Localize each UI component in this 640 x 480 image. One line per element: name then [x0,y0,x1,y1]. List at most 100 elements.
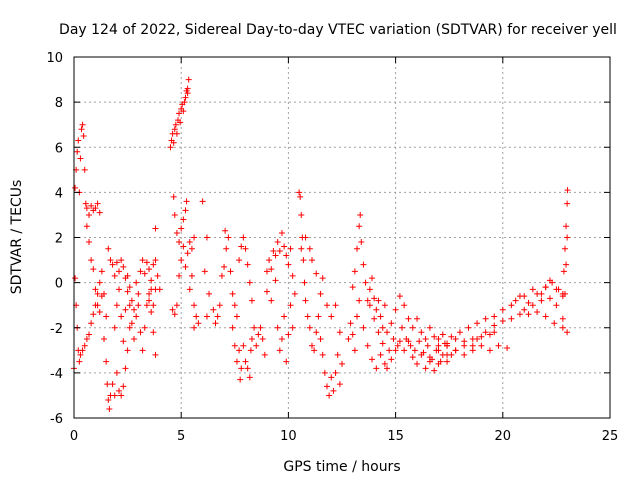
data-point [139,347,146,354]
data-point [96,209,103,216]
data-point [255,331,262,338]
data-point [263,288,270,295]
data-point [373,306,380,313]
data-point [287,245,294,252]
data-point [394,342,401,349]
data-point [317,290,324,297]
data-point [210,306,217,313]
data-point [377,351,384,358]
data-point [188,245,195,252]
data-point [86,331,93,338]
data-point [371,315,378,322]
data-point [184,250,191,257]
data-point [105,245,112,252]
data-point [369,356,376,363]
data-point [182,94,189,101]
data-point [336,329,343,336]
data-point [465,324,472,331]
data-point [287,302,294,309]
data-point [332,302,339,309]
data-point [150,261,157,268]
data-point [272,277,279,284]
data-point [173,302,180,309]
data-point [72,275,79,282]
data-point [373,365,380,372]
data-point [199,198,206,205]
y-tick-label: 8 [55,96,63,111]
data-point [414,315,421,322]
data-point [388,320,395,327]
data-point [478,333,485,340]
data-point [146,297,153,304]
axis-ticks: -6 -4 -2 0 2 4 6 8 10 0 5 10 15 20 25 [46,51,618,444]
data-point [486,331,493,338]
data-point [86,239,93,246]
data-point [83,223,90,230]
chart-title: Day 124 of 2022, Sidereal Day-to-day VTE… [59,22,617,38]
data-point [354,245,361,252]
data-point [106,405,113,412]
data-point [386,347,393,354]
data-point [146,290,153,297]
data-point [384,365,391,372]
data-point [564,200,571,207]
data-point [332,369,339,376]
data-point [409,324,416,331]
data-point [553,302,560,309]
data-point [356,297,363,304]
data-point [422,336,429,343]
data-point [384,329,391,336]
data-point [396,293,403,300]
data-point [306,324,313,331]
data-point [396,338,403,345]
data-point [546,295,553,302]
data-point [251,324,258,331]
data-point [276,248,283,255]
data-point [185,76,192,83]
y-tick-label: 6 [55,141,63,156]
data-point [270,248,277,255]
data-point [88,320,95,327]
data-point [521,306,528,313]
data-point [474,336,481,343]
data-point [177,119,184,126]
data-point [371,295,378,302]
data-point [375,329,382,336]
data-point [401,302,408,309]
data-point [152,351,159,358]
data-point [109,381,116,388]
data-point [369,275,376,282]
data-point [188,272,195,279]
data-point [354,313,361,320]
y-tick-label: -2 [50,322,63,337]
data-point [508,315,515,322]
data-point [392,306,399,313]
data-point [399,324,406,331]
data-point [276,347,283,354]
data-point [336,381,343,388]
data-point [248,297,255,304]
data-point [499,317,506,324]
data-point [82,200,89,207]
data-point [452,347,459,354]
data-point [126,284,133,291]
data-point [242,245,249,252]
data-point [326,392,333,399]
data-point [75,137,82,144]
data-point [469,342,476,349]
y-tick-label: 2 [55,232,63,247]
data-point [176,239,183,246]
x-tick-label: 5 [177,429,185,444]
data-point [154,272,161,279]
data-point [92,286,99,293]
data-point [308,342,315,349]
data-point [170,193,177,200]
data-point [482,329,489,336]
data-point [223,245,230,252]
data-point [227,268,234,275]
data-point [170,139,177,146]
data-point [358,239,365,246]
data-point [272,252,279,259]
data-point [103,313,110,320]
